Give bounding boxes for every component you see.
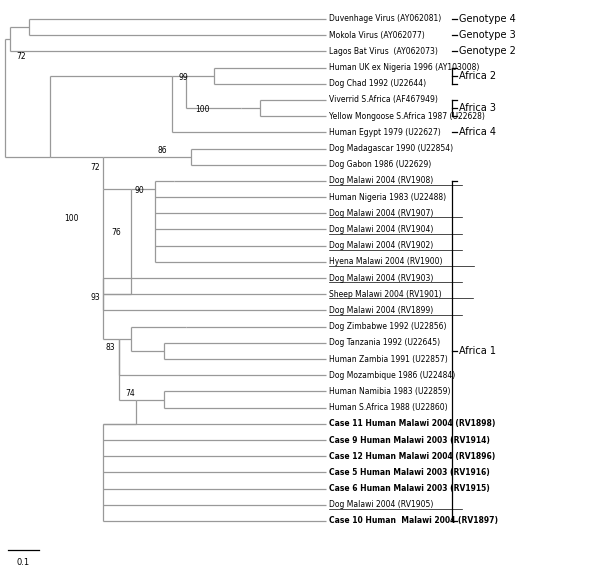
Text: Genotype 3: Genotype 3 (460, 30, 516, 40)
Text: 83: 83 (105, 343, 115, 352)
Text: 74: 74 (125, 389, 135, 398)
Text: 100: 100 (196, 105, 210, 114)
Text: Africa 1: Africa 1 (460, 346, 496, 356)
Text: Dog Malawi 2004 (RV1904): Dog Malawi 2004 (RV1904) (329, 225, 433, 234)
Text: Dog Malawi 2004 (RV1902): Dog Malawi 2004 (RV1902) (329, 241, 433, 250)
Text: Dog Malawi 2004 (RV1907): Dog Malawi 2004 (RV1907) (329, 209, 433, 218)
Text: Dog Malawi 2004 (RV1903): Dog Malawi 2004 (RV1903) (329, 274, 433, 283)
Text: Duvenhage Virus (AY062081): Duvenhage Virus (AY062081) (329, 14, 441, 23)
Text: Human UK ex Nigeria 1996 (AY103008): Human UK ex Nigeria 1996 (AY103008) (329, 63, 479, 72)
Text: Viverrid S.Africa (AF467949): Viverrid S.Africa (AF467949) (329, 96, 437, 105)
Text: 93: 93 (91, 293, 101, 302)
Text: Hyena Malawi 2004 (RV1900): Hyena Malawi 2004 (RV1900) (329, 257, 442, 266)
Text: Dog Gabon 1986 (U22629): Dog Gabon 1986 (U22629) (329, 160, 431, 169)
Text: 86: 86 (157, 146, 167, 155)
Text: Yellow Mongoose S.Africa 1987 (U22628): Yellow Mongoose S.Africa 1987 (U22628) (329, 112, 484, 121)
Text: Dog Zimbabwe 1992 (U22856): Dog Zimbabwe 1992 (U22856) (329, 322, 446, 331)
Text: Dog Malawi 2004 (RV1899): Dog Malawi 2004 (RV1899) (329, 306, 433, 315)
Text: Genotype 4: Genotype 4 (460, 14, 516, 24)
Text: 100: 100 (65, 213, 79, 222)
Text: Case 11 Human Malawi 2004 (RV1898): Case 11 Human Malawi 2004 (RV1898) (329, 419, 495, 428)
Text: Genotype 2: Genotype 2 (460, 46, 516, 56)
Text: Case 9 Human Malawi 2003 (RV1914): Case 9 Human Malawi 2003 (RV1914) (329, 435, 490, 444)
Text: 72: 72 (16, 52, 26, 61)
Text: Human Nigeria 1983 (U22488): Human Nigeria 1983 (U22488) (329, 192, 446, 201)
Text: Africa 4: Africa 4 (460, 127, 496, 137)
Text: Case 10 Human  Malawi 2004 (RV1897): Case 10 Human Malawi 2004 (RV1897) (329, 517, 497, 525)
Text: Human Egypt 1979 (U22627): Human Egypt 1979 (U22627) (329, 128, 440, 137)
Text: Human S.Africa 1988 (U22860): Human S.Africa 1988 (U22860) (329, 403, 447, 412)
Text: Dog Tanzania 1992 (U22645): Dog Tanzania 1992 (U22645) (329, 339, 440, 347)
Text: Africa 3: Africa 3 (460, 103, 496, 113)
Text: Human Namibia 1983 (U22859): Human Namibia 1983 (U22859) (329, 387, 450, 396)
Text: Case 5 Human Malawi 2003 (RV1916): Case 5 Human Malawi 2003 (RV1916) (329, 468, 489, 477)
Text: Dog Chad 1992 (U22644): Dog Chad 1992 (U22644) (329, 79, 425, 88)
Text: Dog Malawi 2004 (RV1905): Dog Malawi 2004 (RV1905) (329, 500, 433, 509)
Text: Case 6 Human Malawi 2003 (RV1915): Case 6 Human Malawi 2003 (RV1915) (329, 484, 489, 493)
Text: Dog Mozambique 1986 (U22484): Dog Mozambique 1986 (U22484) (329, 371, 455, 380)
Text: 72: 72 (91, 163, 100, 172)
Text: Mokola Virus (AY062077): Mokola Virus (AY062077) (329, 31, 424, 40)
Text: Lagos Bat Virus  (AY062073): Lagos Bat Virus (AY062073) (329, 47, 437, 56)
Text: 90: 90 (135, 186, 145, 195)
Text: Dog Madagascar 1990 (U22854): Dog Madagascar 1990 (U22854) (329, 144, 452, 153)
Text: Case 12 Human Malawi 2004 (RV1896): Case 12 Human Malawi 2004 (RV1896) (329, 452, 495, 461)
Text: Dog Malawi 2004 (RV1908): Dog Malawi 2004 (RV1908) (329, 176, 433, 185)
Text: 76: 76 (111, 228, 121, 237)
Text: Sheep Malawi 2004 (RV1901): Sheep Malawi 2004 (RV1901) (329, 290, 441, 299)
Text: 0.1: 0.1 (17, 558, 30, 567)
Text: Africa 2: Africa 2 (460, 71, 496, 81)
Text: 99: 99 (179, 73, 188, 82)
Text: Human Zambia 1991 (U22857): Human Zambia 1991 (U22857) (329, 354, 447, 364)
